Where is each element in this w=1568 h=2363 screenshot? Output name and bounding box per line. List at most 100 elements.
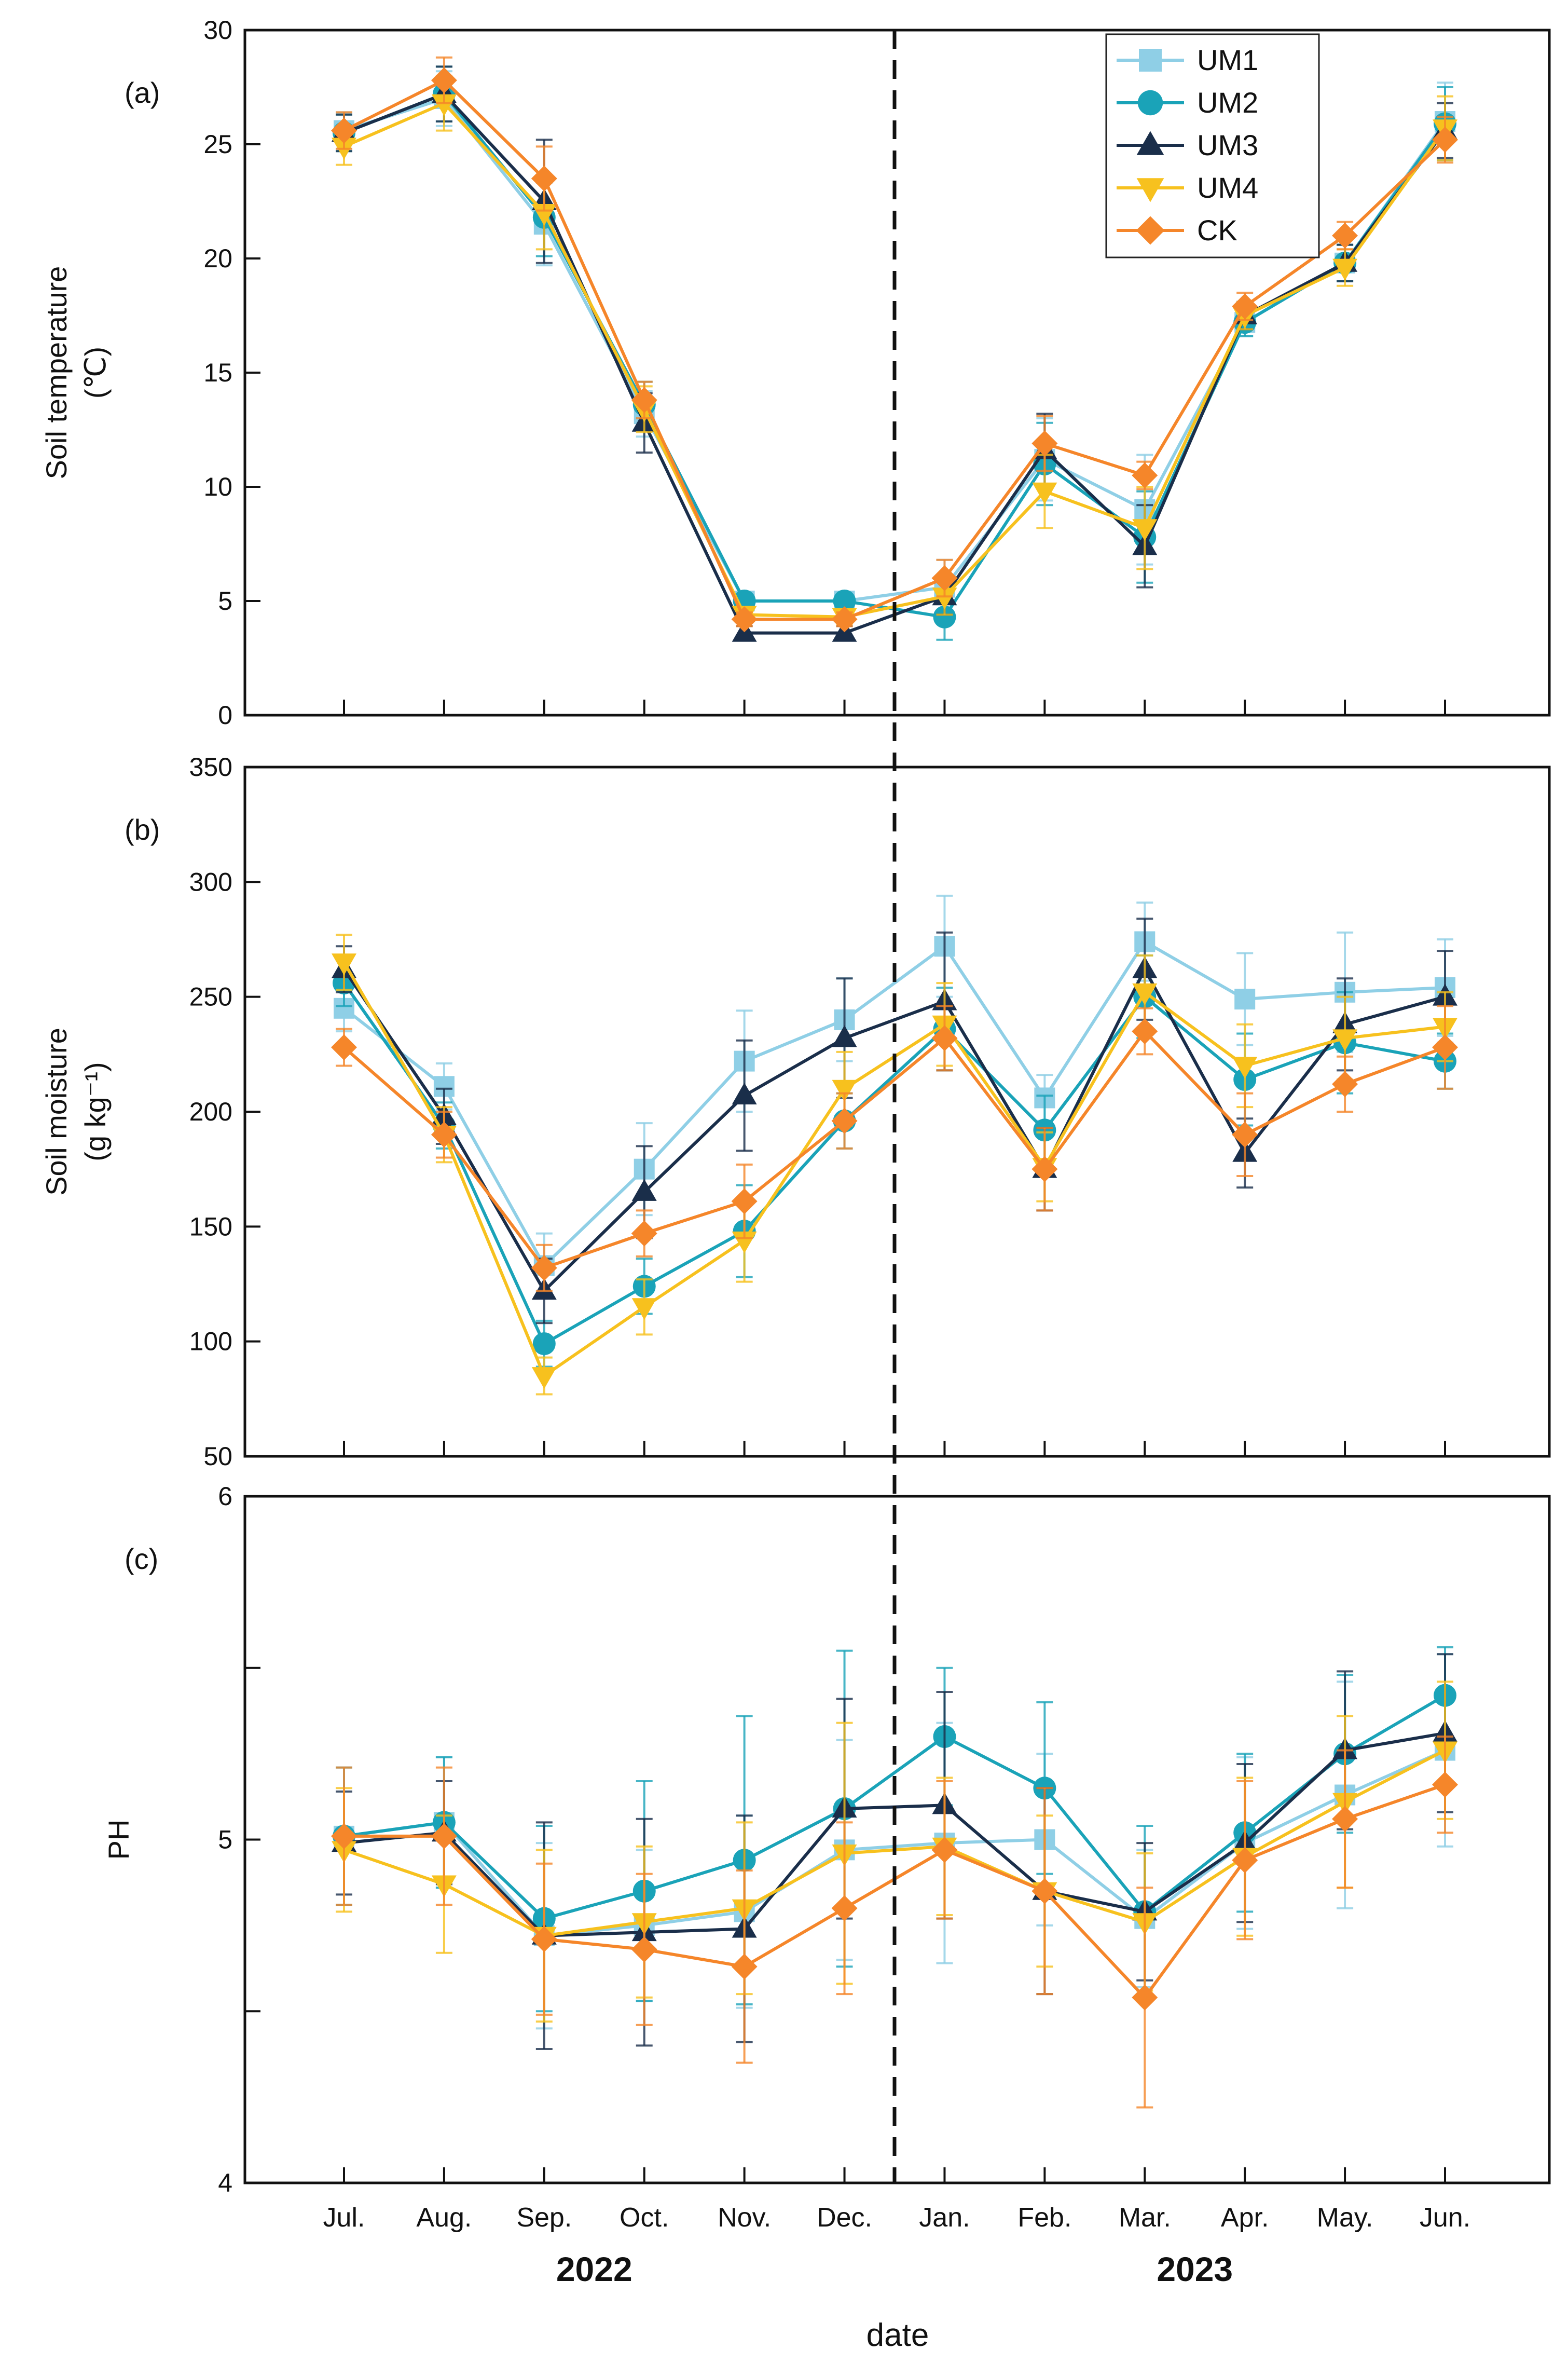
data-point (1032, 482, 1057, 504)
data-point (331, 117, 357, 144)
data-point (431, 67, 457, 93)
y-axis-title: (℃) (79, 347, 112, 399)
data-point (1332, 1806, 1358, 1832)
data-point (1232, 1122, 1258, 1148)
data-point (531, 1367, 557, 1389)
x-tick-label: Oct. (620, 2203, 669, 2233)
data-point (1132, 519, 1158, 541)
data-point (931, 565, 958, 591)
data-point (531, 166, 557, 192)
data-point (532, 1332, 556, 1356)
y-tick-label: 4 (218, 2168, 232, 2197)
data-point (832, 1080, 857, 1102)
data-point (933, 605, 956, 629)
x-tick-label: Aug. (416, 2203, 472, 2233)
y-axis-title: PH (102, 1820, 135, 1860)
legend-marker (1136, 131, 1164, 155)
y-tick-label: 350 (189, 753, 232, 782)
year-label: 2022 (556, 2250, 632, 2288)
x-tick-label: Sep. (516, 2203, 572, 2233)
data-point (731, 1188, 758, 1214)
series-line (343, 1694, 1446, 1920)
x-tick-label: Jan. (919, 2203, 970, 2233)
data-point (1031, 430, 1058, 457)
data-point (731, 606, 758, 633)
year-label: 2023 (1157, 2250, 1233, 2288)
y-axis-title: Soil temperature (40, 266, 73, 480)
legend-marker (1136, 178, 1164, 202)
x-axis-labels: Jul. Aug. Sep. Oct. Nov. Dec. Jan. Feb. Mar. Apr.… (323, 2203, 1471, 2288)
series-line (343, 1029, 1446, 1270)
x-tick-label: Apr. (1221, 2203, 1269, 2233)
panel-tag: (b) (125, 813, 160, 846)
legend-marker (1137, 90, 1163, 116)
series-line (342, 982, 1446, 1346)
series-CK (331, 56, 1458, 633)
data-point (731, 1954, 758, 1980)
y-tick-label: 50 (203, 1442, 232, 1471)
y-axis-title: (g kg⁻¹) (79, 1062, 112, 1161)
y-tick-label: 250 (189, 982, 232, 1012)
x-tick-label: Jul. (323, 2203, 365, 2233)
data-point (631, 1936, 657, 1963)
data-point (431, 1823, 457, 1849)
data-point (1132, 1984, 1158, 2011)
y-tick-label: 15 (203, 358, 232, 387)
data-point (1432, 1771, 1458, 1798)
data-point (931, 1025, 958, 1051)
y-tick-label: 25 (203, 130, 232, 159)
data-point (1232, 293, 1258, 320)
series-CK (331, 1005, 1458, 1292)
data-point (332, 953, 356, 976)
data-point (631, 387, 657, 413)
series-line (343, 78, 1447, 621)
y-tick-label: 30 (203, 16, 232, 45)
data-point (1031, 1878, 1058, 1904)
data-point (833, 590, 856, 612)
y-tick-label: 5 (218, 1825, 232, 1854)
legend-label: UM3 (1197, 129, 1258, 161)
legend-marker (1139, 49, 1162, 72)
x-axis-title: date (866, 2317, 929, 2353)
data-point (831, 606, 858, 633)
data-point (1332, 1071, 1358, 1097)
data-point (832, 1025, 857, 1047)
data-point (1332, 1029, 1358, 1051)
data-point (1432, 1034, 1458, 1061)
data-point (732, 1083, 757, 1105)
data-point (531, 204, 557, 226)
data-point (431, 94, 457, 116)
x-tick-label: Feb. (1017, 2203, 1071, 2233)
panel-tag: (c) (125, 1542, 158, 1575)
y-axis-title: Soil moisture (40, 1028, 73, 1196)
x-tick-label: May. (1317, 2203, 1373, 2233)
data-point (1232, 1847, 1258, 1874)
data-point (1132, 1018, 1158, 1045)
data-point (831, 1895, 858, 1921)
y-tick-label: 10 (203, 472, 232, 501)
data-point (1232, 1057, 1258, 1079)
y-tick-label: 300 (189, 867, 232, 896)
x-tick-label: Dec. (817, 2203, 872, 2233)
data-point (331, 1823, 357, 1849)
data-point (1132, 983, 1158, 1005)
data-point (331, 1034, 357, 1061)
x-tick-label: Mar. (1119, 2203, 1171, 2233)
data-point (732, 1231, 757, 1253)
data-point (531, 1255, 557, 1281)
series-line (342, 966, 1446, 1294)
y-tick-label: 100 (189, 1327, 232, 1356)
data-point (631, 1179, 657, 1201)
y-tick-label: 20 (203, 244, 232, 273)
legend-marker (1136, 216, 1165, 245)
data-point (531, 1926, 557, 1952)
panel-tag: (a) (125, 76, 160, 109)
data-point (1332, 223, 1358, 249)
y-tick-label: 200 (189, 1097, 232, 1126)
data-point (1031, 1156, 1058, 1182)
panel-0: 0 5 10 15 20 25 30 (a) Soil temperature (℃) (40, 16, 1551, 730)
data-point (1132, 462, 1158, 488)
data-point (931, 1837, 958, 1863)
x-tick-label: Nov. (718, 2203, 771, 2233)
